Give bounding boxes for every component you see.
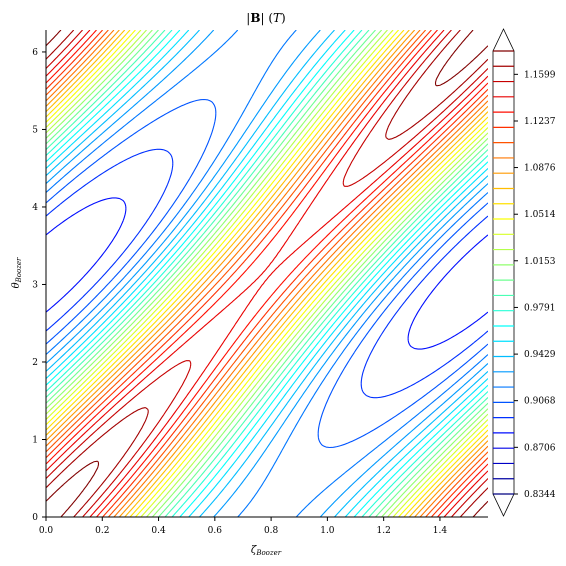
colorbar-tick-label: 1.1599 (524, 70, 556, 80)
contour-level-28 (46, 30, 488, 517)
contour-level-16 (46, 30, 488, 517)
contour-level-29 (46, 30, 488, 517)
contour-level-5 (46, 148, 488, 399)
contour-level-15 (46, 30, 488, 517)
contour-level-17 (46, 30, 488, 517)
y-tick-label: 1 (32, 435, 38, 445)
colorbar-tick-label: 0.9068 (524, 397, 556, 407)
contour-level-13 (46, 30, 488, 517)
colorbar-tick-label: 0.9791 (524, 303, 556, 313)
contour-level-10 (46, 30, 488, 517)
x-tick-label: 0.0 (39, 526, 54, 536)
contour-level-9 (46, 30, 488, 517)
x-tick-label: 1.2 (376, 526, 390, 536)
svg-text:|B| (T): |B| (T) (246, 11, 285, 25)
x-tick-label: 0.2 (95, 526, 109, 536)
contour-level-20 (46, 30, 488, 517)
contour-lines (46, 30, 488, 517)
contour-level-26 (46, 30, 488, 517)
contour-level-6 (46, 98, 488, 449)
colorbar: 0.8344 0.8706 0.9068 0.9429 0.9791 1.0153 1.05… (492, 28, 556, 517)
contour-level-4 (46, 197, 488, 350)
colorbar-tick-label: 1.0876 (524, 164, 556, 174)
colorbar-tick-label: 0.8706 (524, 443, 556, 453)
contour-level-27 (46, 30, 488, 517)
y-axis-ticks: 0 1 2 3 4 5 6 (32, 48, 46, 523)
y-tick-label: 4 (32, 203, 38, 213)
contour-level-7 (46, 30, 488, 517)
colorbar-tick-label: 1.0514 (524, 210, 556, 220)
x-tick-label: 0.4 (151, 526, 166, 536)
contour-level-24 (46, 30, 488, 517)
x-tick-label: 0.8 (264, 526, 279, 536)
x-tick-label: 1.0 (320, 526, 335, 536)
y-axis-label: θBoozer (11, 257, 23, 288)
colorbar-tick-label: 1.1237 (524, 117, 556, 127)
contour-level-14 (46, 30, 488, 517)
contour-level-19 (46, 30, 488, 517)
chart-title: |B| (T) (246, 11, 285, 25)
contour-level-8 (46, 30, 488, 517)
contour-level-22 (46, 30, 488, 517)
contour-level-12 (46, 30, 488, 517)
x-tick-label: 1.4 (433, 526, 448, 536)
colorbar-tick-label: 0.9429 (524, 350, 556, 360)
y-tick-label: 3 (32, 280, 38, 290)
contour-level-11 (46, 30, 488, 517)
y-tick-label: 2 (32, 358, 38, 368)
colorbar-tick-label: 0.8344 (524, 490, 556, 500)
contour-level-25 (46, 30, 488, 517)
colorbar-frame (492, 50, 515, 495)
plot-axes (45, 30, 488, 518)
colorbar-extend-max (492, 28, 515, 52)
x-axis-label: ζBoozer (251, 545, 282, 557)
colorbar-extend-min (492, 493, 515, 517)
y-tick-label: 0 (32, 513, 38, 523)
y-tick-label: 6 (32, 48, 38, 58)
x-axis-ticks: 0.0 0.2 0.4 0.6 0.8 1.0 1.2 1.4 (39, 517, 448, 536)
contour-level-21 (46, 30, 488, 517)
contour-level-23 (46, 30, 488, 517)
contour-level-18 (46, 30, 488, 517)
colorbar-tick-label: 1.0153 (524, 257, 556, 267)
x-tick-label: 0.6 (208, 526, 223, 536)
y-tick-label: 5 (32, 125, 38, 135)
